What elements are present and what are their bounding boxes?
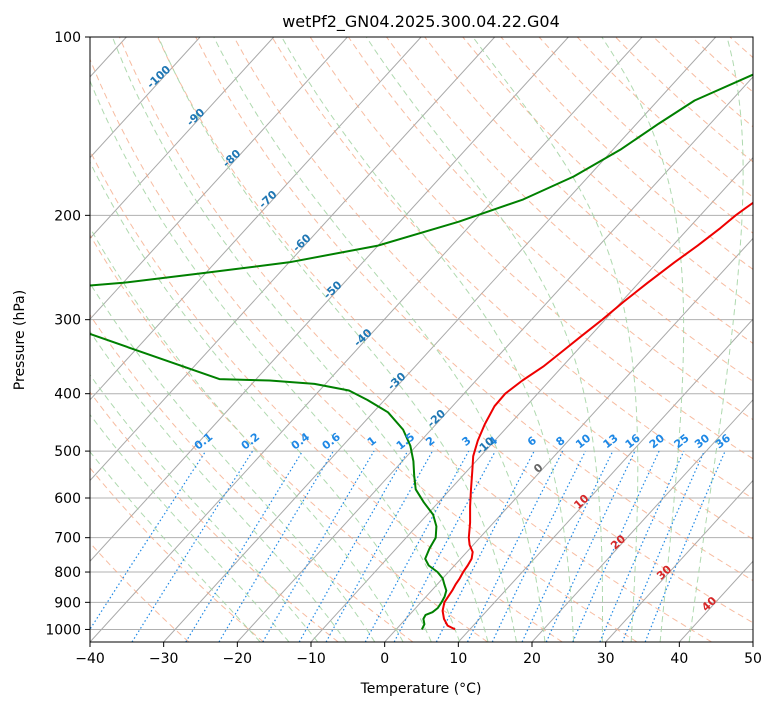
moist-adiabat bbox=[90, 282, 376, 642]
y-tick-label: 300 bbox=[54, 313, 81, 329]
moist-adiabat bbox=[688, 37, 744, 642]
moist-adiabat bbox=[90, 226, 404, 642]
dry-adiabat bbox=[271, 37, 753, 500]
isotherm-line bbox=[531, 399, 753, 642]
x-tick-label: 30 bbox=[597, 651, 615, 667]
y-axis-ticks: 100 200 300 400 500 600 700 800 900 1000 bbox=[45, 30, 90, 638]
isotherm-line bbox=[236, 76, 753, 642]
isotherm-line bbox=[384, 237, 753, 642]
isotherm-line bbox=[90, 37, 422, 401]
moist-adiabat bbox=[472, 37, 639, 642]
moist-adiabat bbox=[281, 37, 575, 642]
moist-adiabat bbox=[157, 37, 517, 642]
y-tick-label: 700 bbox=[54, 531, 81, 547]
dewpoint-line bbox=[90, 73, 753, 630]
x-tick-label: 40 bbox=[670, 651, 688, 667]
dry-adiabat bbox=[90, 542, 190, 642]
dry-adiabat bbox=[90, 467, 264, 642]
x-tick-label: −40 bbox=[75, 651, 105, 667]
isotherm-line bbox=[605, 479, 753, 642]
y-tick-label: 900 bbox=[54, 595, 81, 611]
x-axis-ticks: −40 −30 −20 −10 0 10 20 30 40 50 bbox=[75, 642, 762, 667]
mixing-ratio-line bbox=[364, 450, 470, 642]
profile-series bbox=[90, 73, 753, 631]
moist-adiabat bbox=[90, 161, 432, 642]
y-tick-label: 400 bbox=[54, 387, 81, 403]
y-tick-label: 500 bbox=[54, 444, 81, 460]
isotherm-line bbox=[90, 37, 496, 482]
mixing-ratio-line bbox=[621, 450, 705, 642]
dry-adiabat bbox=[309, 37, 753, 460]
x-tick-label: 20 bbox=[523, 651, 541, 667]
dry-adiabat bbox=[347, 37, 753, 421]
moist-adiabat bbox=[365, 37, 603, 642]
x-tick-label: 10 bbox=[449, 651, 467, 667]
mixing-ratio-line bbox=[185, 450, 304, 642]
mixing-ratio-line bbox=[90, 450, 207, 631]
isotherm-line bbox=[90, 37, 348, 320]
x-tick-label: −30 bbox=[149, 651, 179, 667]
isotherm-line bbox=[90, 37, 643, 642]
moist-adiabat bbox=[601, 37, 685, 642]
y-axis-label: Pressure (hPa) bbox=[12, 290, 28, 390]
moist-adiabat bbox=[213, 37, 546, 642]
mixing-ratio-line bbox=[393, 450, 496, 642]
isotherm-line bbox=[90, 37, 201, 159]
dry-adiabat bbox=[118, 37, 712, 642]
moist-adiabat bbox=[90, 413, 290, 642]
mixing-ratio-line bbox=[644, 450, 726, 642]
x-tick-label: 0 bbox=[380, 651, 389, 667]
isotherms bbox=[90, 37, 753, 642]
dry-adiabat bbox=[90, 58, 638, 642]
x-tick-label: 50 bbox=[744, 651, 762, 667]
mixing-ratio-lines bbox=[90, 450, 726, 642]
y-tick-label: 600 bbox=[54, 491, 81, 507]
dry-adiabat bbox=[233, 37, 753, 540]
moist-adiabat bbox=[111, 37, 489, 642]
x-tick-label: −20 bbox=[223, 651, 253, 667]
x-axis-label: Temperature (°C) bbox=[360, 681, 482, 697]
dry-adiabat bbox=[386, 37, 753, 382]
y-tick-label: 800 bbox=[54, 565, 81, 581]
y-tick-label: 100 bbox=[54, 30, 81, 46]
y-tick-label: 200 bbox=[54, 208, 81, 224]
dry-adiabat bbox=[90, 234, 488, 642]
mixing-ratio-line bbox=[466, 450, 564, 642]
dry-adiabats bbox=[90, 37, 753, 642]
dry-adiabat bbox=[195, 37, 753, 582]
dry-adiabat bbox=[157, 37, 753, 624]
plot-frame bbox=[89, 36, 754, 643]
isotherm-line bbox=[90, 37, 569, 563]
dry-adiabat bbox=[90, 149, 563, 642]
y-tick-label: 1000 bbox=[45, 622, 81, 638]
moist-adiabat bbox=[90, 330, 347, 642]
moist-adiabat bbox=[90, 450, 261, 642]
mixing-ratio-line bbox=[572, 450, 660, 642]
isotherm-line bbox=[90, 37, 275, 240]
isotherm-line bbox=[163, 37, 717, 642]
temperature-line bbox=[441, 201, 753, 631]
moist-adiabats bbox=[90, 37, 744, 642]
mixing-ratio-line bbox=[131, 450, 254, 642]
mixing-ratio-line bbox=[325, 450, 434, 642]
isotherm-line bbox=[457, 318, 753, 642]
x-tick-label: −10 bbox=[296, 651, 326, 667]
chart-title: wetPf2_GN04.2025.300.04.22.G04 bbox=[282, 12, 560, 32]
mixing-ratio-line bbox=[599, 450, 685, 642]
moist-adiabat bbox=[90, 374, 319, 642]
